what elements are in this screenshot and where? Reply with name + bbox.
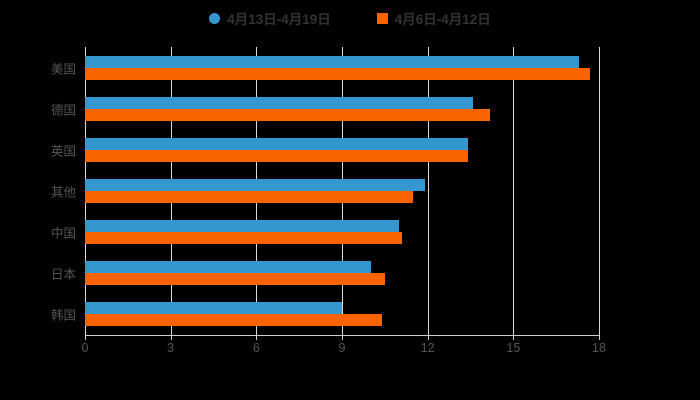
- x-tick-18: [599, 335, 600, 340]
- y-axis-label-3: 其他: [50, 185, 76, 200]
- y-axis-label-6: 韩国: [50, 308, 76, 323]
- bar-2-series-0[interactable]: [85, 137, 468, 150]
- x-tick-15: [513, 335, 515, 340]
- x-tick-label-15: 15: [506, 341, 521, 355]
- x-tick-label-9: 9: [338, 341, 346, 355]
- y-axis-label-0: 美国: [50, 62, 76, 77]
- x-tick-label-0: 0: [81, 341, 89, 355]
- y-axis-category-labels: 美国德国英国其他中国日本韩国: [0, 0, 76, 400]
- legend-item-1[interactable]: 4月6日-4月12日: [376, 8, 491, 28]
- bar-4-series-1[interactable]: [85, 232, 402, 245]
- bar-3-series-1[interactable]: [85, 191, 414, 203]
- bar-4-series-0[interactable]: [85, 220, 400, 233]
- x-tick-0: [85, 335, 86, 340]
- x-tick-label-6: 6: [252, 341, 260, 355]
- bar-6-series-1[interactable]: [85, 314, 382, 327]
- bar-1-series-1[interactable]: [85, 108, 491, 121]
- x-tick-12: [427, 335, 429, 340]
- x-tick-label-12: 12: [420, 341, 435, 355]
- y-axis-label-4: 中国: [50, 226, 76, 241]
- legend-label: 4月6日-4月12日: [394, 12, 491, 27]
- bar-5-series-0[interactable]: [85, 261, 371, 274]
- gridline-x-12: [427, 47, 429, 335]
- gridline-x-15: [513, 47, 515, 335]
- gridline-x-18: [599, 47, 600, 335]
- plot-area: [85, 47, 600, 335]
- x-tick-label-18: 18: [592, 341, 606, 355]
- bar-6-series-0[interactable]: [85, 302, 342, 315]
- x-tick-9: [342, 335, 343, 340]
- bar-3-series-0[interactable]: [85, 179, 425, 191]
- y-axis-label-5: 日本: [50, 267, 76, 282]
- bar-0-series-0[interactable]: [85, 55, 579, 68]
- legend-marker-square-icon: [376, 12, 388, 24]
- y-axis-label-2: 英国: [50, 144, 76, 159]
- legend-marker-circle-icon: [209, 12, 221, 24]
- y-axis-label-1: 德国: [50, 103, 76, 118]
- chart-legend: 4月13日-4月19日 4月6日-4月12日: [0, 6, 700, 30]
- legend-label: 4月13日-4月19日: [227, 12, 331, 27]
- bar-2-series-1[interactable]: [85, 149, 468, 162]
- legend-item-0[interactable]: 4月13日-4月19日: [209, 8, 331, 28]
- x-tick-6: [256, 335, 258, 340]
- bar-1-series-0[interactable]: [85, 96, 474, 109]
- bar-5-series-1[interactable]: [85, 273, 385, 286]
- x-tick-label-3: 3: [167, 341, 175, 355]
- x-tick-3: [170, 335, 172, 340]
- bar-0-series-1[interactable]: [85, 67, 591, 80]
